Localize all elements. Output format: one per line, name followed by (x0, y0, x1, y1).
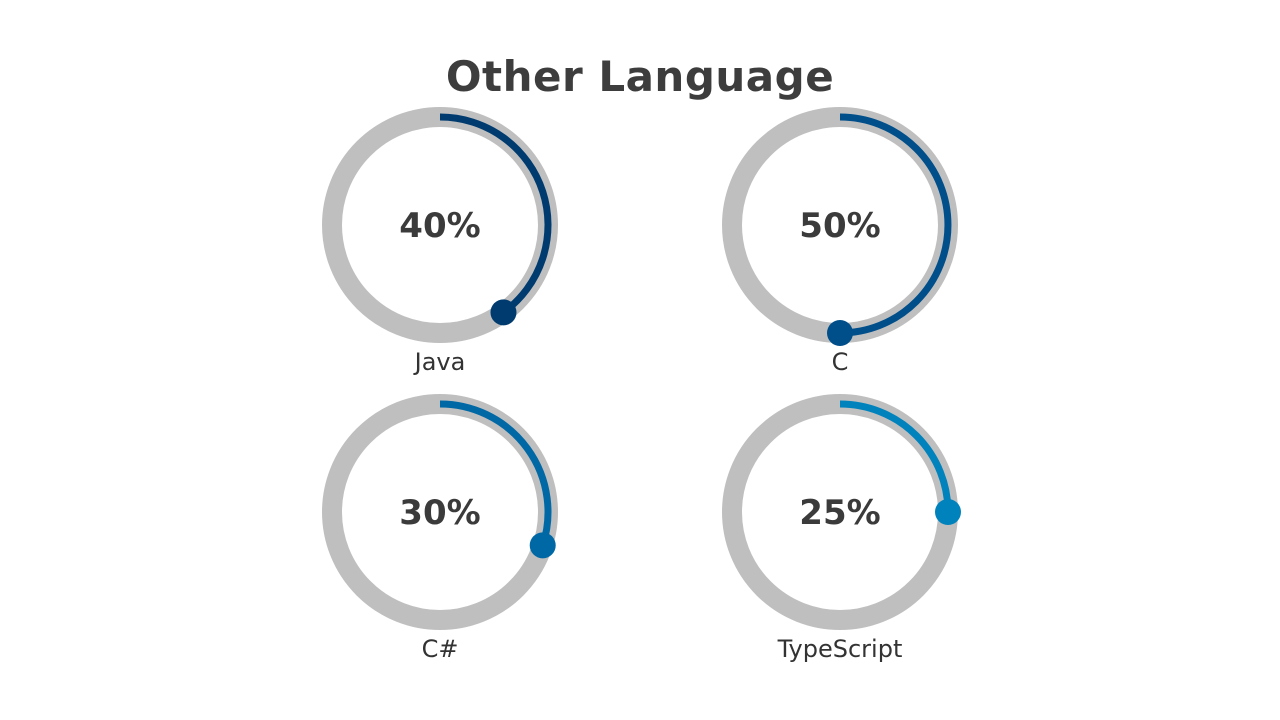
ring-c-sharp: 30% C# (322, 394, 558, 663)
ring-c: 50% C (722, 107, 958, 376)
page-title: Other Language (445, 52, 835, 101)
ring-value-java: 40% (399, 206, 480, 246)
ring-end-dot-typescript (935, 499, 961, 525)
ring-value-c: 50% (799, 206, 880, 246)
ring-end-dot-c-sharp (529, 532, 556, 559)
ring-progress-typescript (839, 400, 952, 513)
ring-typescript: 25% TypeScript (722, 394, 961, 663)
ring-progress-c (839, 113, 952, 337)
ring-progress-c-sharp (439, 400, 552, 547)
ring-progress-java (439, 113, 552, 316)
ring-value-c-sharp: 30% (399, 493, 480, 533)
ring-label-c-sharp: C# (422, 635, 459, 663)
ring-label-typescript: TypeScript (777, 635, 903, 663)
ring-value-typescript: 25% (799, 493, 880, 533)
ring-label-java: Java (413, 348, 466, 376)
ring-end-dot-java (490, 299, 517, 326)
ring-java: 40% Java (322, 107, 558, 376)
ring-end-dot-c (827, 320, 853, 346)
ring-label-c: C (832, 348, 849, 376)
